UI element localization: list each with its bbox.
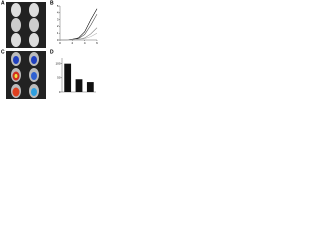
- y-tick-label: 2: [57, 24, 59, 28]
- bar: [64, 63, 72, 92]
- panel-label: A: [1, 0, 5, 6]
- panel-label: D: [50, 49, 54, 55]
- series-line: [60, 32, 98, 41]
- panel-label: B: [50, 0, 54, 6]
- x-tick-label: 2: [71, 41, 73, 45]
- x-tick-label: 6: [96, 41, 98, 45]
- x-tick-label: 0: [59, 41, 61, 45]
- bar: [75, 79, 83, 92]
- y-tick-label: 3: [57, 17, 59, 21]
- x-tick-label: 4: [84, 41, 86, 45]
- y-tick-label: 0: [57, 38, 59, 42]
- y-tick-label: 4: [57, 11, 59, 15]
- y-tick-label: 0: [59, 90, 61, 94]
- y-tick-label: 1: [57, 31, 59, 35]
- y-tick-label: 50: [57, 76, 61, 80]
- y-tick-label: 100: [55, 61, 60, 65]
- y-tick-label: 5: [57, 4, 59, 8]
- panel-label: C: [1, 49, 5, 55]
- bar: [86, 82, 94, 92]
- mouse-images-a: [6, 2, 46, 48]
- mouse-images-c: [6, 51, 46, 99]
